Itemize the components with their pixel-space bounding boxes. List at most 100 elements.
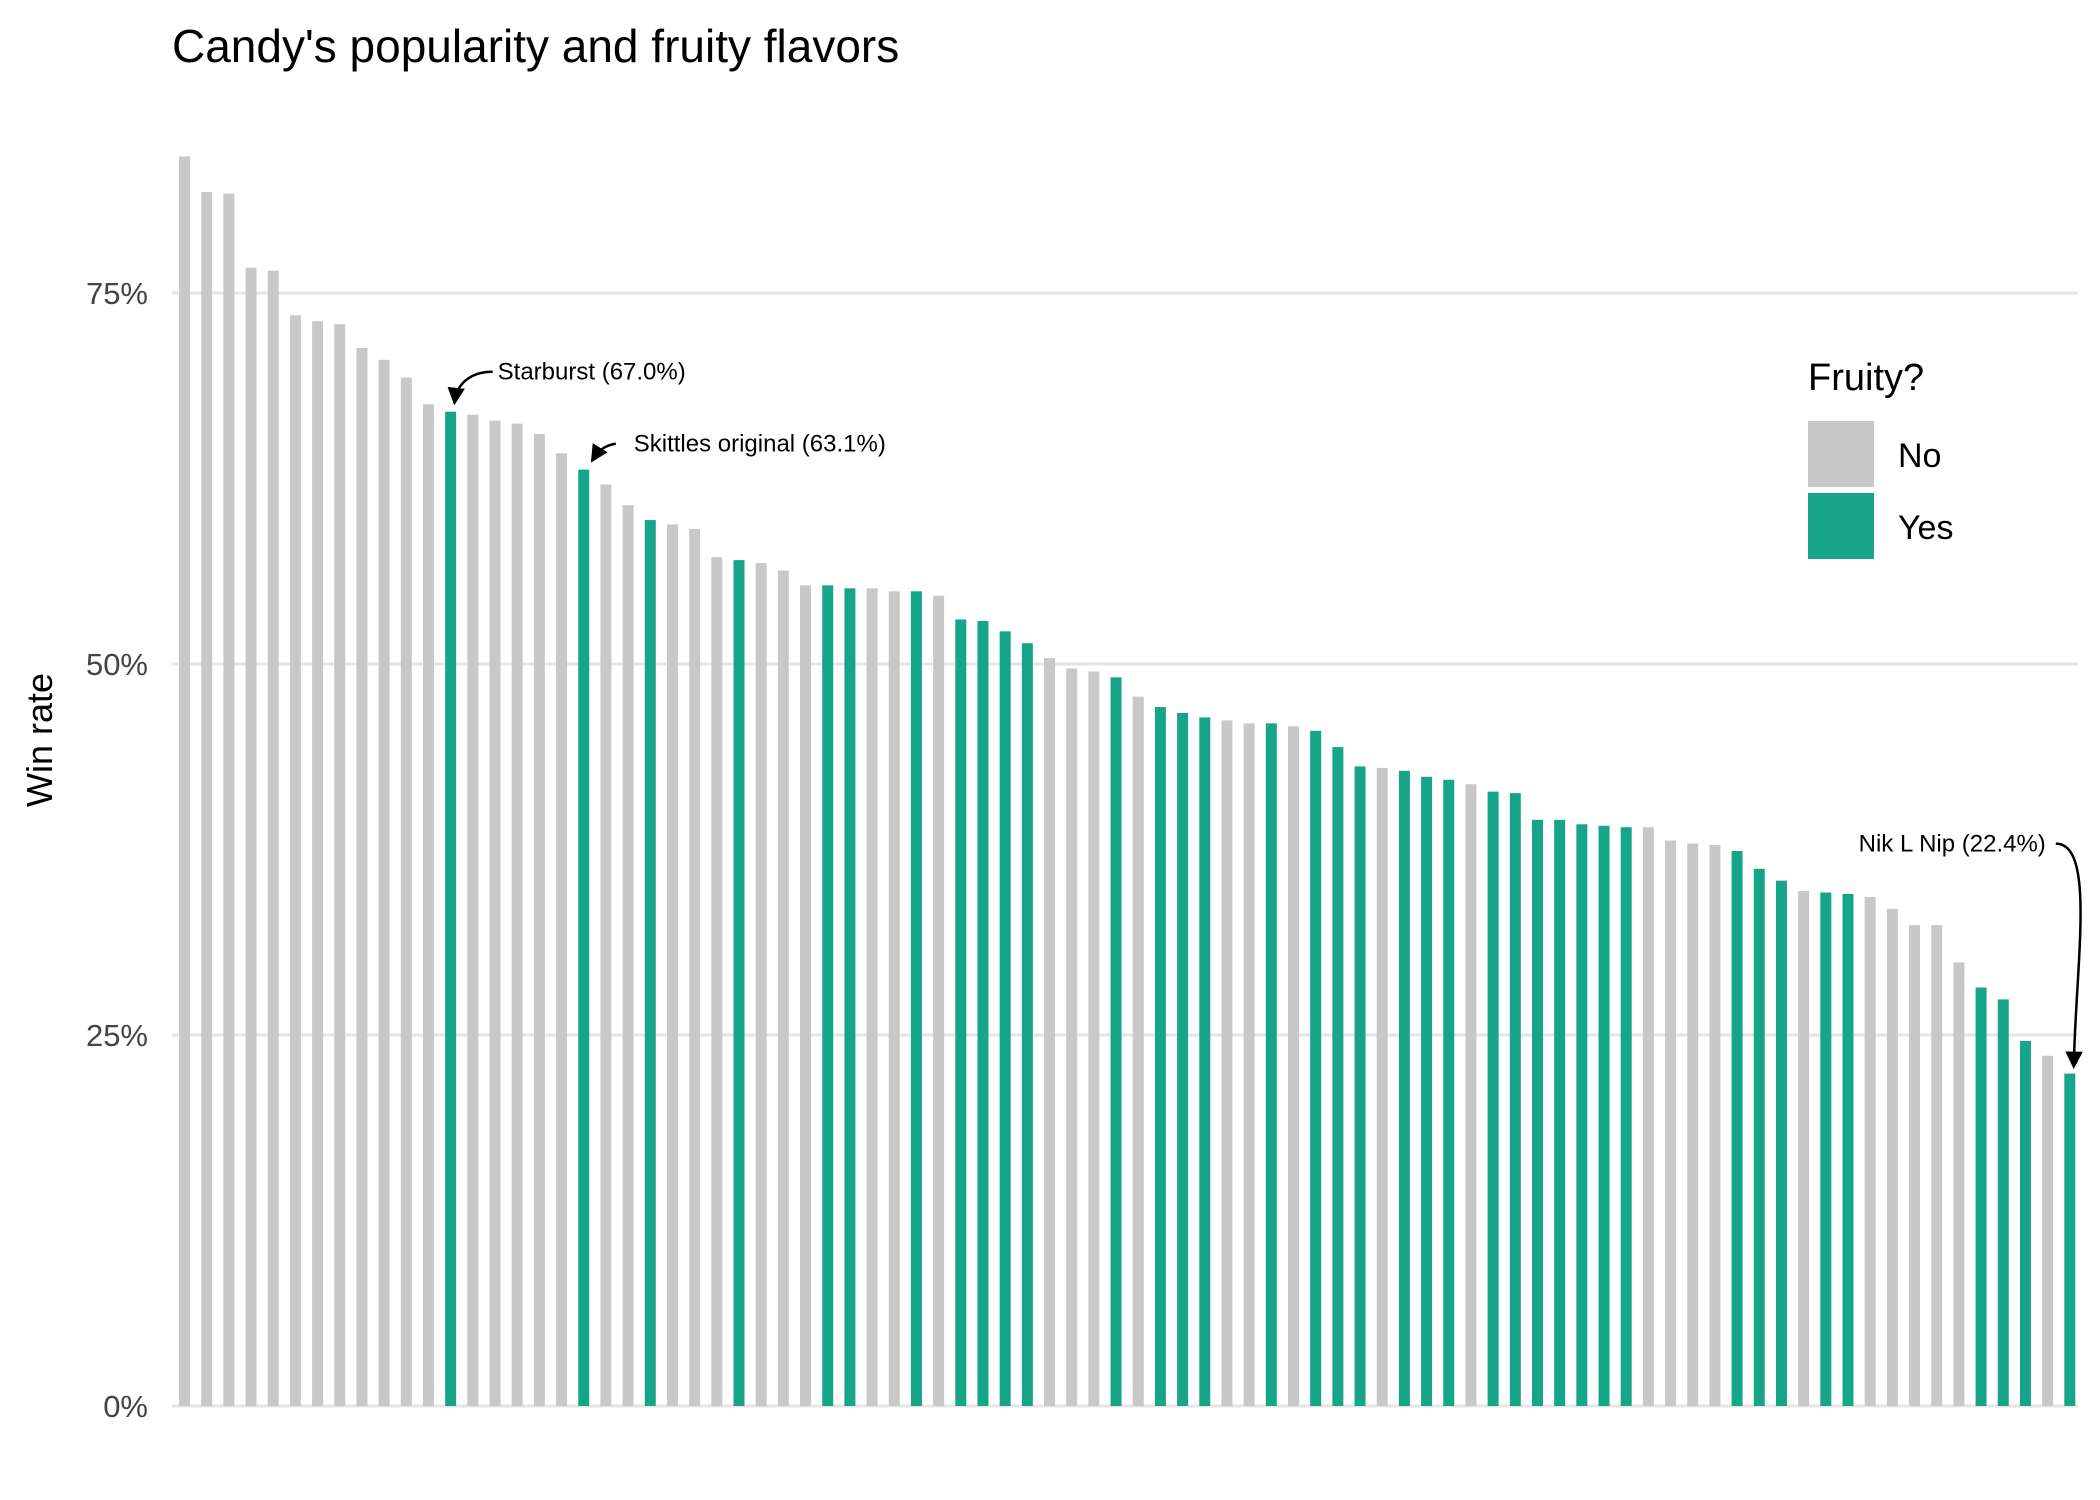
- bar: [1665, 840, 1677, 1406]
- bar: [910, 591, 922, 1406]
- annotation-arrow: [447, 370, 493, 406]
- bar: [733, 560, 745, 1406]
- annotation-label: Nik L Nip (22.4%): [1859, 831, 2046, 858]
- bar: [1487, 791, 1499, 1406]
- bar: [1598, 825, 1610, 1406]
- bars: [179, 156, 2076, 1407]
- bar: [689, 528, 701, 1406]
- bar: [245, 267, 257, 1407]
- bar: [445, 411, 457, 1407]
- bar: [1265, 723, 1277, 1406]
- bar: [1509, 793, 1521, 1406]
- bar: [489, 420, 501, 1406]
- bar: [578, 469, 590, 1406]
- bar: [866, 588, 878, 1406]
- bar: [711, 557, 723, 1406]
- bar: [1044, 658, 1056, 1406]
- bar: [1221, 720, 1233, 1406]
- legend: Fruity? No Yes: [1808, 357, 1953, 559]
- legend-swatch-no: [1808, 421, 1874, 487]
- bar: [1021, 643, 1033, 1406]
- bar: [1199, 717, 1211, 1406]
- bar: [777, 570, 789, 1406]
- bar: [556, 453, 568, 1407]
- bar: [999, 631, 1011, 1406]
- bar: [1709, 845, 1721, 1406]
- bar: [933, 595, 945, 1406]
- legend-label-no: No: [1898, 437, 1941, 475]
- bar: [1753, 868, 1765, 1406]
- bar: [1731, 850, 1743, 1406]
- bar: [223, 193, 235, 1406]
- bar: [1288, 726, 1299, 1406]
- bar: [888, 591, 900, 1406]
- y-tick-label: 0%: [103, 1389, 148, 1424]
- bar: [622, 505, 634, 1406]
- bar: [1088, 671, 1100, 1406]
- bar: [1398, 770, 1410, 1406]
- bar: [1687, 843, 1699, 1406]
- legend-swatch-yes: [1808, 493, 1874, 559]
- bar: [1842, 894, 1854, 1406]
- bar: [1886, 908, 1898, 1406]
- bar: [844, 588, 856, 1406]
- y-axis-label: Win rate: [19, 673, 60, 807]
- bar: [1110, 677, 1122, 1406]
- bar: [201, 192, 213, 1406]
- bar: [1554, 819, 1566, 1406]
- bar: [977, 620, 989, 1406]
- bar: [1465, 784, 1477, 1406]
- bar: [356, 347, 368, 1407]
- bar: [800, 585, 812, 1406]
- bar: [1531, 819, 1543, 1406]
- bar: [1909, 925, 1921, 1406]
- bar: [1177, 712, 1189, 1406]
- bar: [533, 433, 545, 1407]
- bar: [1443, 779, 1455, 1406]
- bar: [1931, 925, 1943, 1406]
- bar: [1820, 892, 1832, 1406]
- bar: [400, 377, 412, 1406]
- chart-title: Candy's popularity and fruity flavors: [172, 20, 899, 72]
- bar: [1421, 776, 1433, 1406]
- y-tick-label: 25%: [86, 1018, 148, 1053]
- y-tick-label: 50%: [86, 647, 148, 682]
- legend-label-yes: Yes: [1898, 509, 1953, 547]
- bar: [312, 321, 324, 1406]
- annotation-label: Skittles original (63.1%): [634, 431, 886, 458]
- bar: [289, 315, 301, 1406]
- y-axis-ticks: 0% 25% 50% 75%: [86, 276, 148, 1424]
- bar: [1997, 999, 2009, 1406]
- bar: [511, 423, 523, 1406]
- bar: [1975, 987, 1987, 1406]
- bar: [755, 563, 767, 1406]
- bar: [2042, 1055, 2054, 1406]
- bar: [179, 156, 190, 1406]
- bar: [1310, 730, 1322, 1406]
- bar: [467, 414, 479, 1406]
- bar: [1332, 747, 1344, 1406]
- gridlines: [172, 291, 2078, 1408]
- bar: [1775, 880, 1787, 1406]
- bar: [955, 619, 967, 1406]
- bar: [1154, 707, 1166, 1406]
- bar: [1243, 723, 1255, 1406]
- bar: [1576, 824, 1588, 1406]
- bar: [666, 524, 678, 1406]
- annotations: Starburst (67.0%) Skittles original (63.1…: [447, 359, 2083, 1070]
- bar: [422, 404, 434, 1406]
- bar: [2019, 1040, 2031, 1406]
- bar: [1376, 767, 1388, 1406]
- bar: [1066, 668, 1078, 1406]
- bar: [267, 270, 279, 1406]
- y-tick-label: 75%: [86, 276, 148, 311]
- bar: [378, 359, 390, 1406]
- bar: [2064, 1073, 2076, 1406]
- legend-title: Fruity?: [1808, 357, 1924, 399]
- bar: [1620, 827, 1632, 1406]
- bar: [644, 520, 656, 1406]
- bar: [1132, 696, 1144, 1406]
- bar: [334, 324, 346, 1406]
- bar: [600, 484, 612, 1406]
- bar: [1798, 891, 1810, 1406]
